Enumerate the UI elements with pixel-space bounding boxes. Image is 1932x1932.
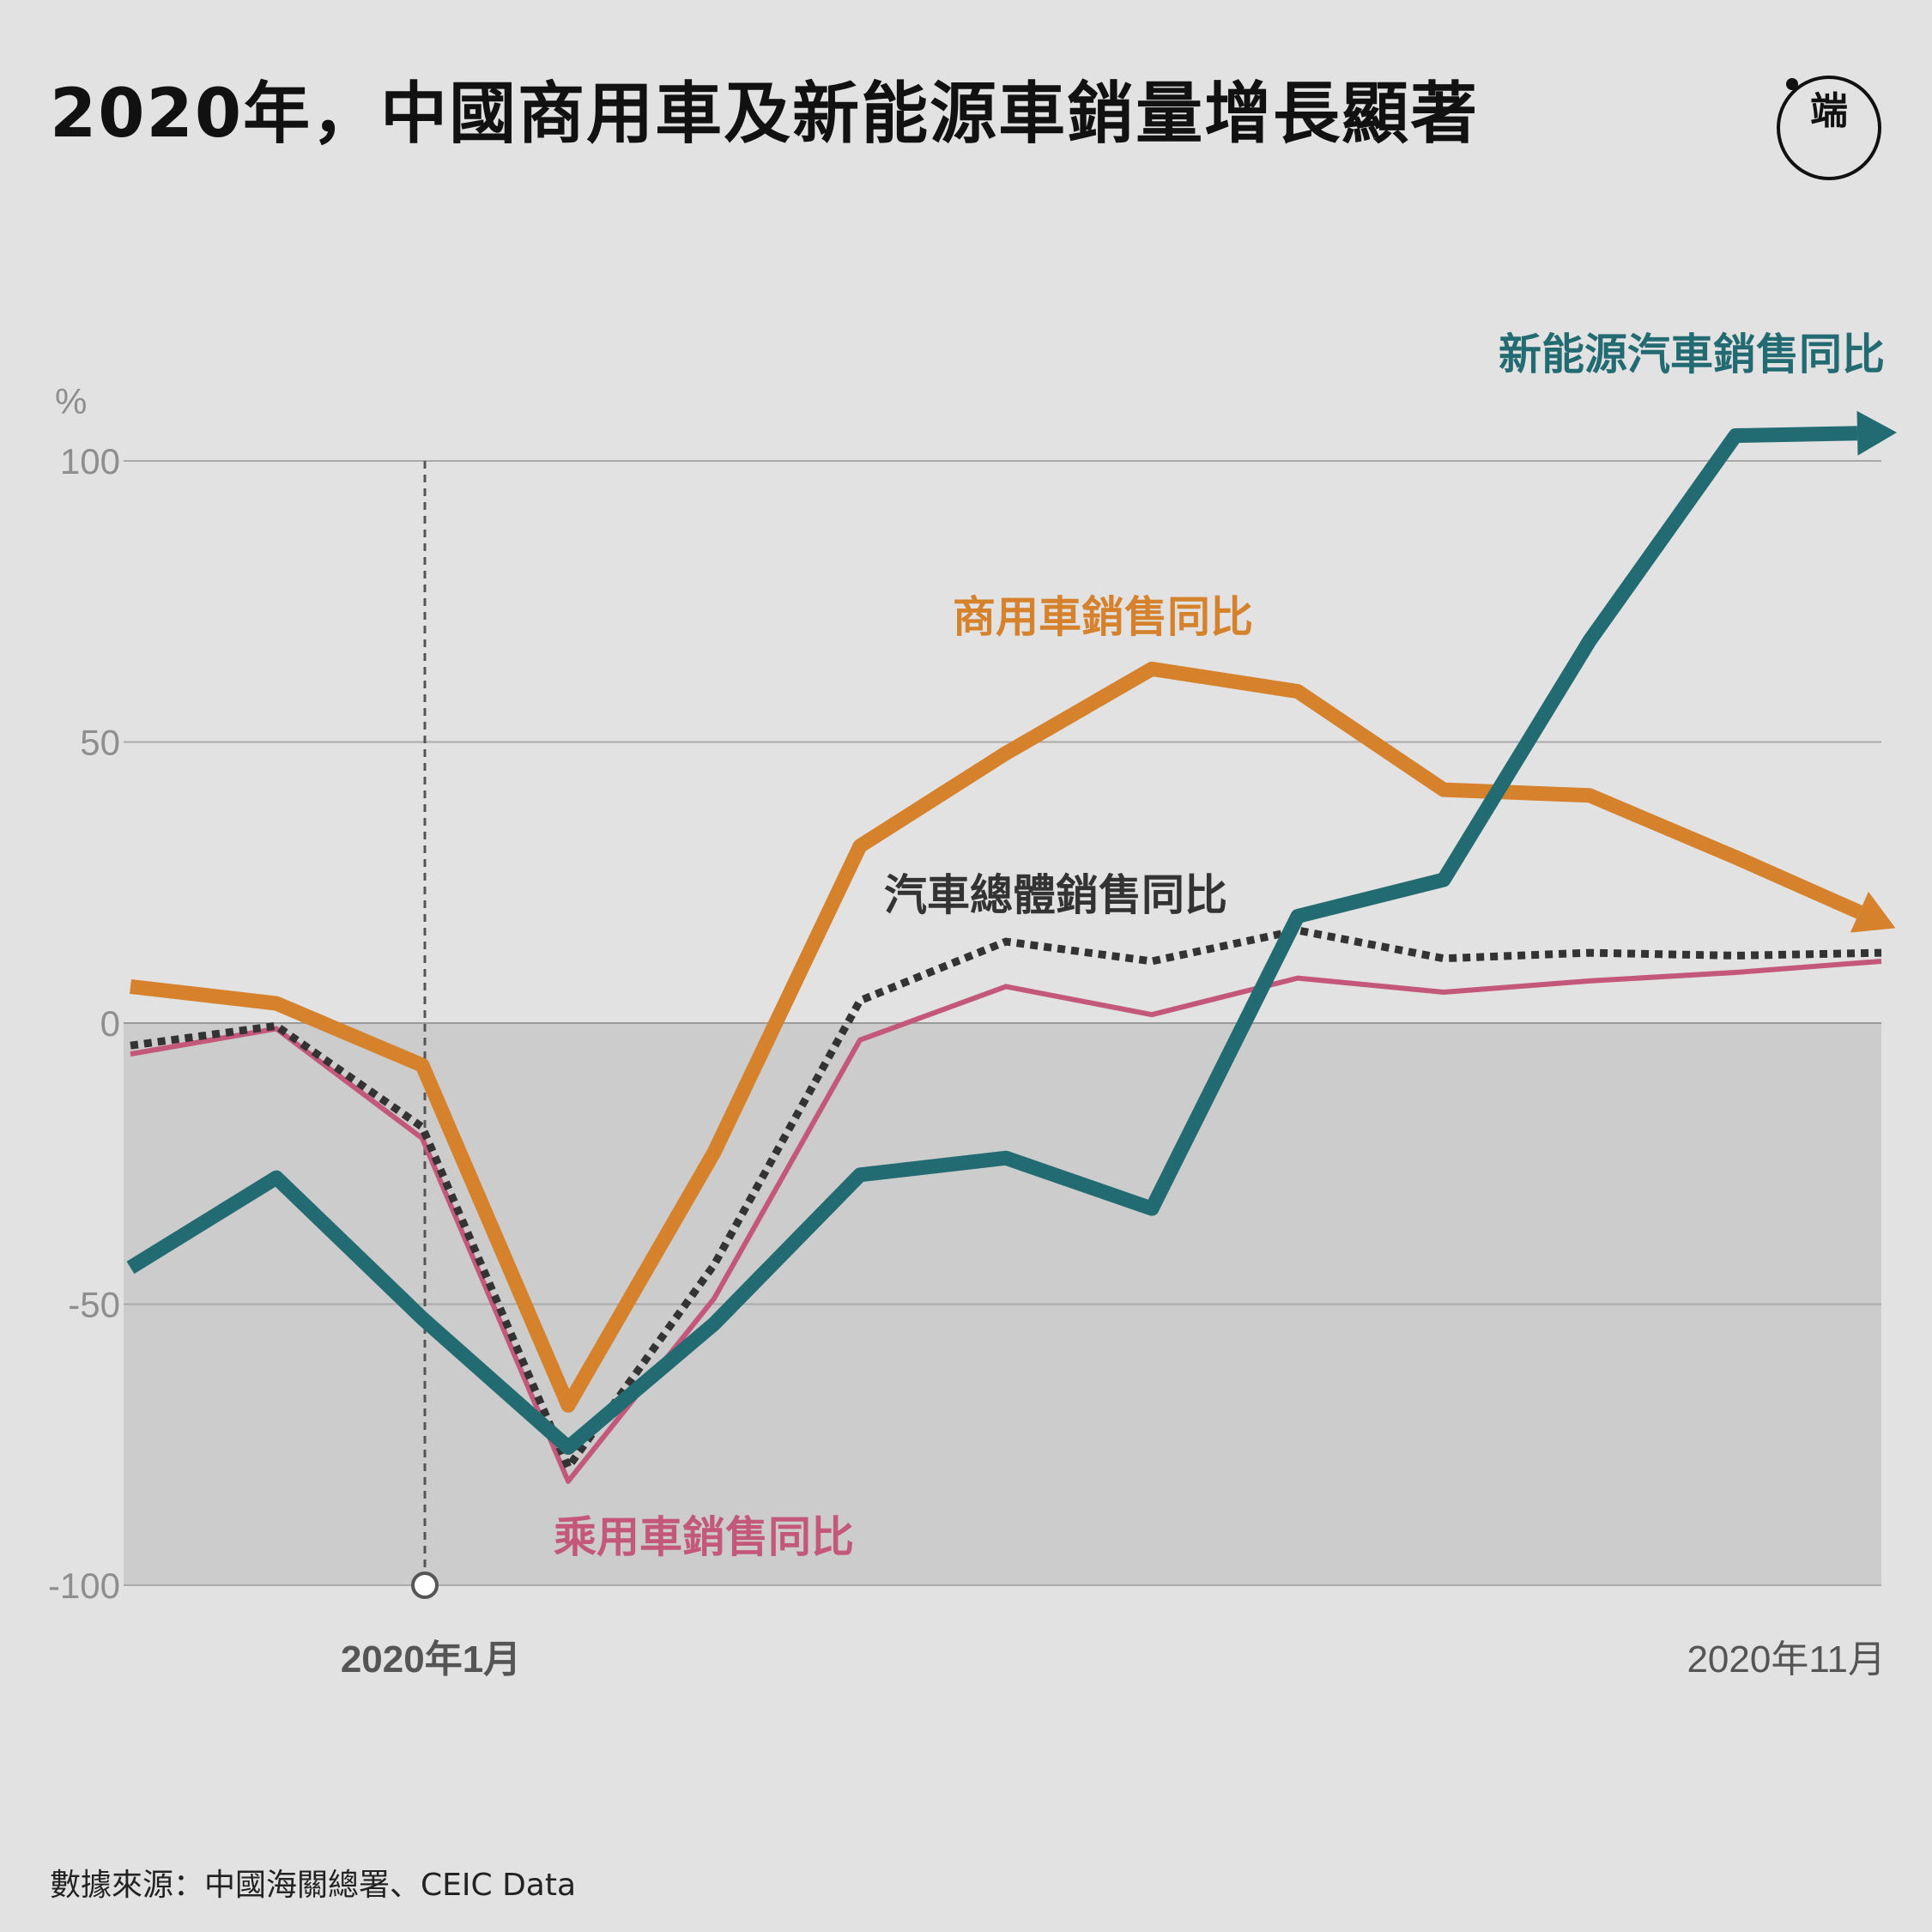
y-tick-label: -100 — [48, 1566, 120, 1606]
series-lines — [126, 410, 1897, 1484]
series-label-1: 乘用車銷售同比 — [554, 1512, 854, 1562]
x-label-start: 2020年1月 — [341, 1638, 521, 1681]
x-label-end: 2020年11月 — [1687, 1638, 1886, 1681]
marker-circle — [411, 1572, 439, 1599]
y-axis-unit: % — [55, 381, 87, 421]
initium-logo-icon: 端 — [1777, 76, 1881, 180]
series-label-0: 商用車銷售同比 — [953, 592, 1253, 642]
y-tick-label: 100 — [60, 441, 120, 481]
series-arrow-3 — [1856, 410, 1897, 456]
month-marker — [411, 461, 439, 1599]
series-label-3: 新能源汽車銷售同比 — [1499, 330, 1885, 379]
series-label-2: 汽車總體銷售同比 — [884, 870, 1227, 920]
y-tick-label: 50 — [80, 723, 120, 763]
data-source: 數據來源：中國海關總署、CEIC Data — [50, 1868, 577, 1903]
series-arrow-0 — [1850, 891, 1896, 933]
y-tick-label: -50 — [68, 1285, 120, 1325]
page-title: 2020年，中國商用車及新能源車銷量增長顯著 — [50, 76, 1480, 153]
y-tick-label: 0 — [100, 1003, 120, 1044]
svg-text:端: 端 — [1810, 89, 1848, 133]
